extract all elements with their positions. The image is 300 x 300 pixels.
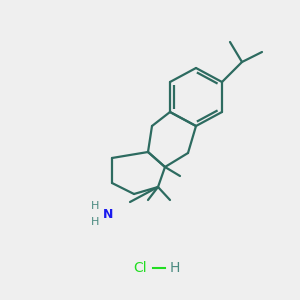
Text: H: H <box>91 217 99 227</box>
Text: Cl: Cl <box>133 261 147 275</box>
Text: H: H <box>91 201 99 211</box>
Text: N: N <box>103 208 113 221</box>
Text: H: H <box>170 261 180 275</box>
